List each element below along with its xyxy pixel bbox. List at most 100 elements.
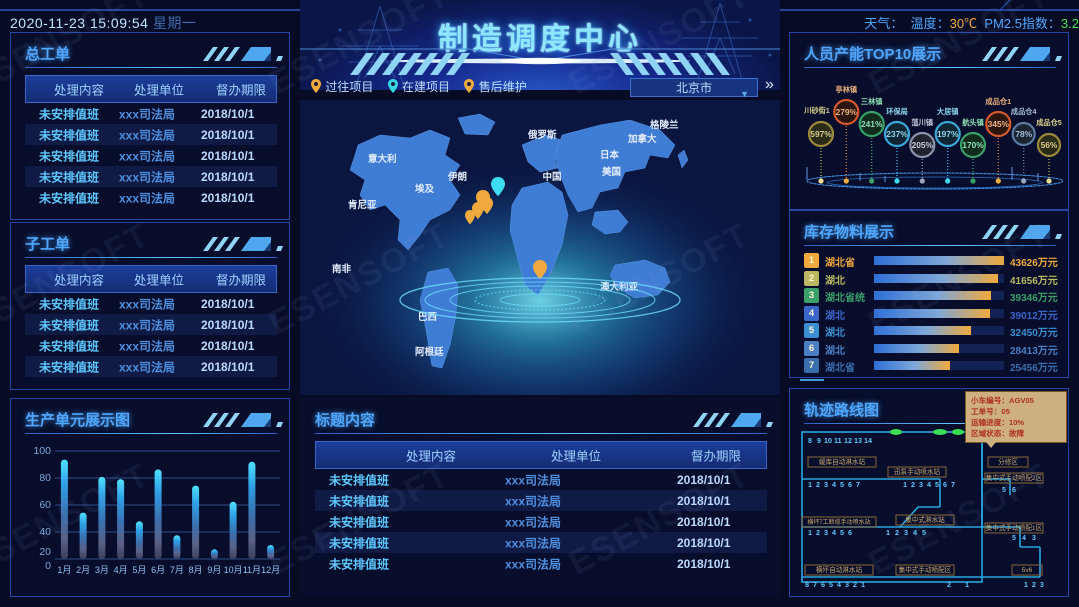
svg-text:11: 11 xyxy=(834,436,842,445)
svg-text:3: 3 xyxy=(1040,582,1044,589)
svg-text:南非: 南非 xyxy=(332,263,352,275)
svg-text:14: 14 xyxy=(864,436,872,445)
svg-text:3: 3 xyxy=(1032,535,1036,542)
svg-text:7: 7 xyxy=(951,480,955,489)
svg-text:5v6: 5v6 xyxy=(1022,567,1033,574)
svg-text:7: 7 xyxy=(813,580,817,589)
svg-text:5: 5 xyxy=(1002,487,1006,494)
svg-text:3: 3 xyxy=(904,528,908,537)
svg-text:6: 6 xyxy=(1012,487,1016,494)
svg-text:6月: 6月 xyxy=(151,565,165,575)
svg-text:7月: 7月 xyxy=(170,565,184,575)
svg-text:60: 60 xyxy=(39,499,51,511)
svg-text:20: 20 xyxy=(39,546,51,558)
svg-text:肯尼亚: 肯尼亚 xyxy=(348,199,377,211)
svg-text:2: 2 xyxy=(853,580,857,589)
svg-text:俄罗斯: 俄罗斯 xyxy=(527,129,557,141)
svg-text:4: 4 xyxy=(832,480,836,489)
svg-text:12月: 12月 xyxy=(261,565,280,575)
svg-text:100: 100 xyxy=(33,445,51,457)
svg-text:4: 4 xyxy=(832,528,836,537)
svg-text:5: 5 xyxy=(922,528,926,537)
svg-text:亭林镇: 亭林镇 xyxy=(836,85,858,94)
svg-text:迅泵手动喷水站: 迅泵手动喷水站 xyxy=(894,467,941,476)
svg-text:缓库自动淋水站: 缓库自动淋水站 xyxy=(819,457,866,466)
svg-text:10月: 10月 xyxy=(224,565,243,575)
svg-text:597%: 597% xyxy=(810,129,832,139)
svg-text:2: 2 xyxy=(947,580,951,589)
svg-text:加拿大: 加拿大 xyxy=(627,133,657,145)
svg-text:40: 40 xyxy=(39,526,51,538)
svg-text:3: 3 xyxy=(824,528,828,537)
svg-text:5: 5 xyxy=(840,480,844,489)
svg-text:1: 1 xyxy=(886,528,890,537)
svg-text:12: 12 xyxy=(844,436,852,445)
svg-text:美国: 美国 xyxy=(601,166,621,178)
svg-text:成品仓4: 成品仓4 xyxy=(1011,107,1037,116)
svg-text:阿根廷: 阿根廷 xyxy=(415,346,444,358)
svg-text:56%: 56% xyxy=(1041,140,1058,150)
svg-text:4: 4 xyxy=(837,580,841,589)
svg-text:横坏自动淋水站: 横坏自动淋水站 xyxy=(816,565,863,574)
svg-text:蕰川镇: 蕰川镇 xyxy=(912,118,934,127)
svg-text:5: 5 xyxy=(1012,535,1016,542)
svg-text:8: 8 xyxy=(805,580,809,589)
svg-text:2: 2 xyxy=(816,528,820,537)
svg-text:10: 10 xyxy=(824,436,832,445)
svg-text:3: 3 xyxy=(845,580,849,589)
svg-text:1: 1 xyxy=(903,480,907,489)
svg-text:4: 4 xyxy=(1022,535,1026,542)
svg-text:5: 5 xyxy=(840,528,844,537)
svg-text:6: 6 xyxy=(848,480,852,489)
svg-text:1: 1 xyxy=(861,580,865,589)
svg-text:6: 6 xyxy=(848,528,852,537)
svg-text:4月: 4月 xyxy=(114,565,128,575)
svg-text:横坏7工断缆手动喷水站: 横坏7工断缆手动喷水站 xyxy=(807,518,870,526)
svg-text:2: 2 xyxy=(895,528,899,537)
svg-text:2月: 2月 xyxy=(76,565,90,575)
svg-text:航头镇: 航头镇 xyxy=(962,118,984,127)
svg-text:中国: 中国 xyxy=(542,171,561,183)
svg-text:241%: 241% xyxy=(861,119,883,129)
svg-text:成品仓5: 成品仓5 xyxy=(1036,118,1062,127)
svg-text:2: 2 xyxy=(1032,582,1036,589)
svg-text:2: 2 xyxy=(816,480,820,489)
svg-text:1: 1 xyxy=(808,528,812,537)
svg-text:川砂街1: 川砂街1 xyxy=(803,106,830,115)
svg-text:分修区: 分修区 xyxy=(998,457,1018,466)
svg-text:0: 0 xyxy=(45,560,51,572)
svg-text:3: 3 xyxy=(919,480,923,489)
svg-text:5月: 5月 xyxy=(132,565,146,575)
svg-text:2: 2 xyxy=(911,480,915,489)
svg-text:1: 1 xyxy=(1024,582,1028,589)
svg-text:11月: 11月 xyxy=(243,565,261,575)
svg-text:大居镇: 大居镇 xyxy=(937,107,959,116)
svg-text:8月: 8月 xyxy=(189,565,203,575)
svg-text:9: 9 xyxy=(817,436,821,445)
svg-text:集中式手动喷配区: 集中式手动喷配区 xyxy=(899,565,952,574)
svg-text:3月: 3月 xyxy=(95,565,109,575)
svg-text:集中式手动喷配2区: 集中式手动喷配2区 xyxy=(986,473,1043,482)
svg-text:1: 1 xyxy=(965,580,969,589)
svg-text:成品仓1: 成品仓1 xyxy=(986,97,1012,106)
svg-text:三林镇: 三林镇 xyxy=(861,97,883,106)
svg-text:7: 7 xyxy=(856,480,860,489)
svg-text:6: 6 xyxy=(943,480,947,489)
svg-text:日本: 日本 xyxy=(600,149,620,161)
svg-text:205%: 205% xyxy=(912,140,934,150)
svg-text:9月: 9月 xyxy=(207,565,221,575)
svg-text:集中式手动喷配1区: 集中式手动喷配1区 xyxy=(986,523,1043,532)
svg-text:格陵兰: 格陵兰 xyxy=(650,119,679,131)
svg-text:5: 5 xyxy=(935,480,939,489)
svg-text:4: 4 xyxy=(913,528,917,537)
svg-text:1: 1 xyxy=(808,480,812,489)
svg-text:197%: 197% xyxy=(937,129,959,139)
svg-text:伊朗: 伊朗 xyxy=(447,171,467,183)
svg-text:1月: 1月 xyxy=(57,565,71,575)
svg-text:3: 3 xyxy=(824,480,828,489)
svg-text:6: 6 xyxy=(821,580,825,589)
svg-text:环保局: 环保局 xyxy=(886,107,908,116)
svg-text:4: 4 xyxy=(927,480,931,489)
svg-text:5: 5 xyxy=(829,580,833,589)
svg-text:8: 8 xyxy=(808,436,812,445)
